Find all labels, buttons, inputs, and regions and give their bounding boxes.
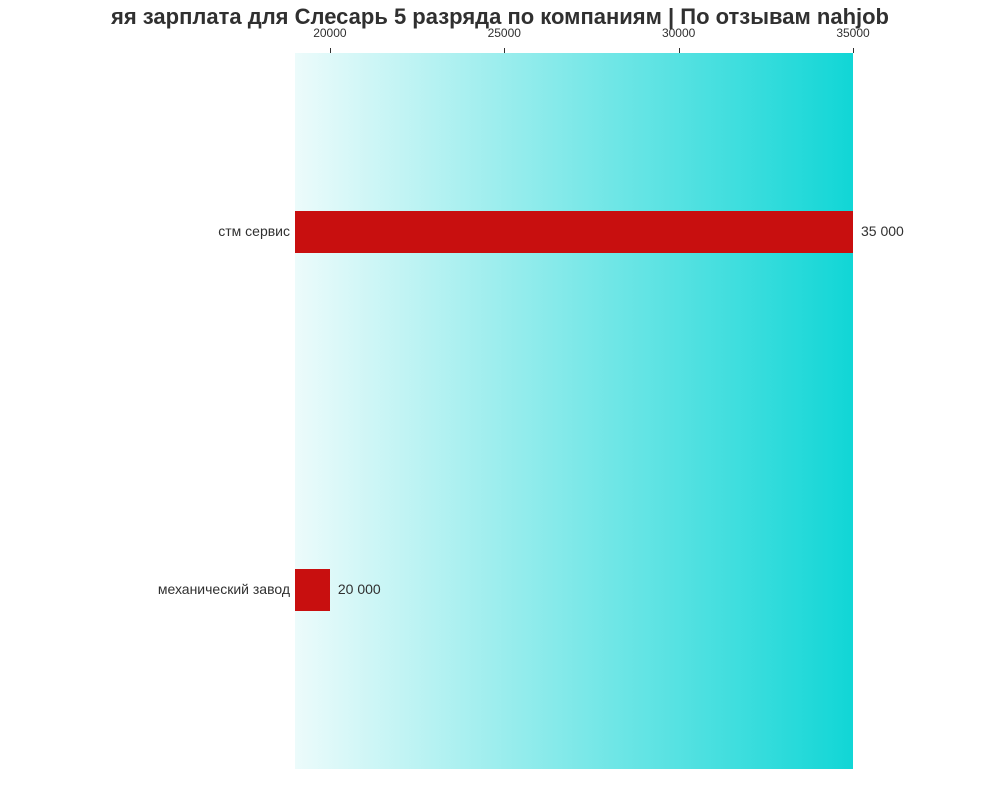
x-tick-mark xyxy=(679,48,680,53)
y-category-label: механический завод xyxy=(158,581,290,597)
bar-value-label: 20 000 xyxy=(338,581,381,597)
bar xyxy=(295,211,853,253)
x-tick-mark xyxy=(853,48,854,53)
x-tick-mark xyxy=(330,48,331,53)
y-category-label: стм сервис xyxy=(218,223,290,239)
bar xyxy=(295,569,330,611)
x-tick-label: 35000 xyxy=(836,26,869,40)
plot-area xyxy=(295,53,853,769)
x-tick-label: 25000 xyxy=(488,26,521,40)
x-tick-label: 30000 xyxy=(662,26,695,40)
x-tick-label: 20000 xyxy=(313,26,346,40)
bar-value-label: 35 000 xyxy=(861,223,904,239)
x-tick-mark xyxy=(504,48,505,53)
chart-area: 20000250003000035000стм сервис35 000меха… xyxy=(0,53,1000,769)
